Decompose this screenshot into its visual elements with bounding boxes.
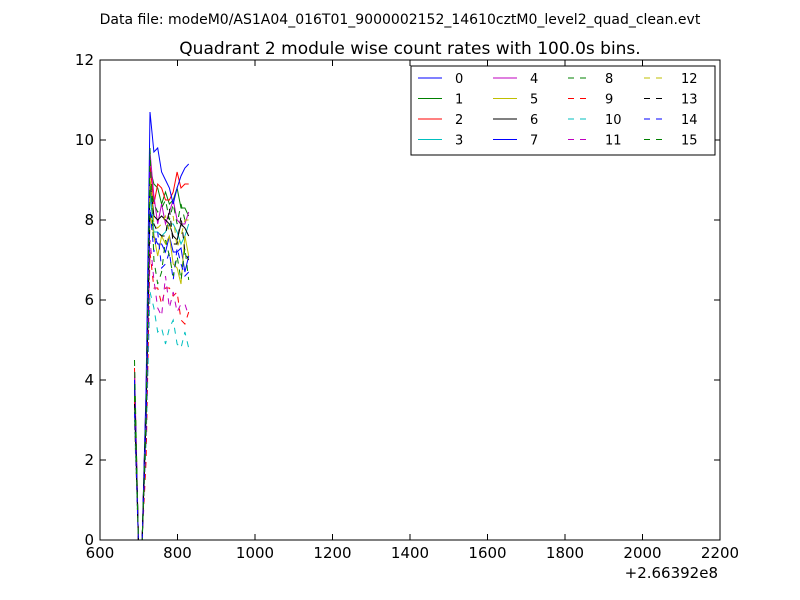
legend-label-5: 5 (530, 93, 538, 108)
legend-label-11: 11 (605, 134, 622, 149)
y-tick-label: 6 (84, 291, 94, 309)
x-tick-label: 1200 (313, 544, 351, 562)
series-line-11 (134, 239, 190, 541)
legend-label-14: 14 (681, 113, 698, 128)
legend-label-1: 1 (455, 93, 463, 108)
series-layer (134, 111, 190, 541)
series-line-5 (134, 211, 190, 541)
legend-label-8: 8 (605, 72, 613, 87)
chart-supertitle: Data file: modeM0/AS1A04_016T01_90000021… (100, 12, 701, 28)
legend-label-7: 7 (530, 134, 538, 149)
x-tick-label: 600 (86, 544, 115, 562)
legend-box (410, 65, 716, 156)
series-line-15 (134, 147, 190, 541)
legend-label-10: 10 (605, 113, 622, 128)
x-tick-label: 1400 (391, 544, 429, 562)
series-line-7 (134, 111, 190, 541)
x-tick-label: 2000 (623, 544, 661, 562)
x-tick-label: 800 (163, 544, 192, 562)
legend-label-12: 12 (681, 72, 698, 87)
legend-label-15: 15 (681, 134, 698, 149)
legend-label-3: 3 (455, 134, 463, 149)
legend-label-13: 13 (681, 93, 698, 108)
series-line-9 (134, 251, 190, 541)
legend-label-4: 4 (530, 72, 538, 87)
y-tick-label: 4 (84, 371, 94, 389)
y-tick-label: 12 (75, 51, 94, 69)
y-tick-label: 2 (84, 451, 94, 469)
y-tick-label: 0 (84, 531, 94, 549)
series-line-12 (134, 179, 189, 541)
y-tick-label: 10 (75, 131, 94, 149)
x-tick-label: 1000 (236, 544, 274, 562)
x-tick-label: 2200 (701, 544, 739, 562)
x-tick-label: 1600 (468, 544, 506, 562)
y-tick-label: 8 (84, 211, 94, 229)
x-tick-label: 1800 (546, 544, 584, 562)
legend-label-6: 6 (530, 113, 538, 128)
x-offset-label: +2.66392e8 (625, 564, 718, 582)
series-line-4 (134, 151, 190, 541)
legend-label-0: 0 (455, 72, 463, 87)
series-line-13 (134, 207, 190, 541)
legend-label-9: 9 (605, 93, 613, 108)
ticks-layer: 600 800 1000 1200 1400 1600 1800 2000 2200 0 2 4 6 8 1… (75, 51, 739, 562)
series-line-6 (134, 179, 190, 541)
series-line-14 (134, 207, 190, 541)
legend-label-2: 2 (455, 113, 463, 128)
chart-title: Quadrant 2 module wise count rates with … (179, 39, 640, 59)
series-line-10 (134, 291, 190, 541)
